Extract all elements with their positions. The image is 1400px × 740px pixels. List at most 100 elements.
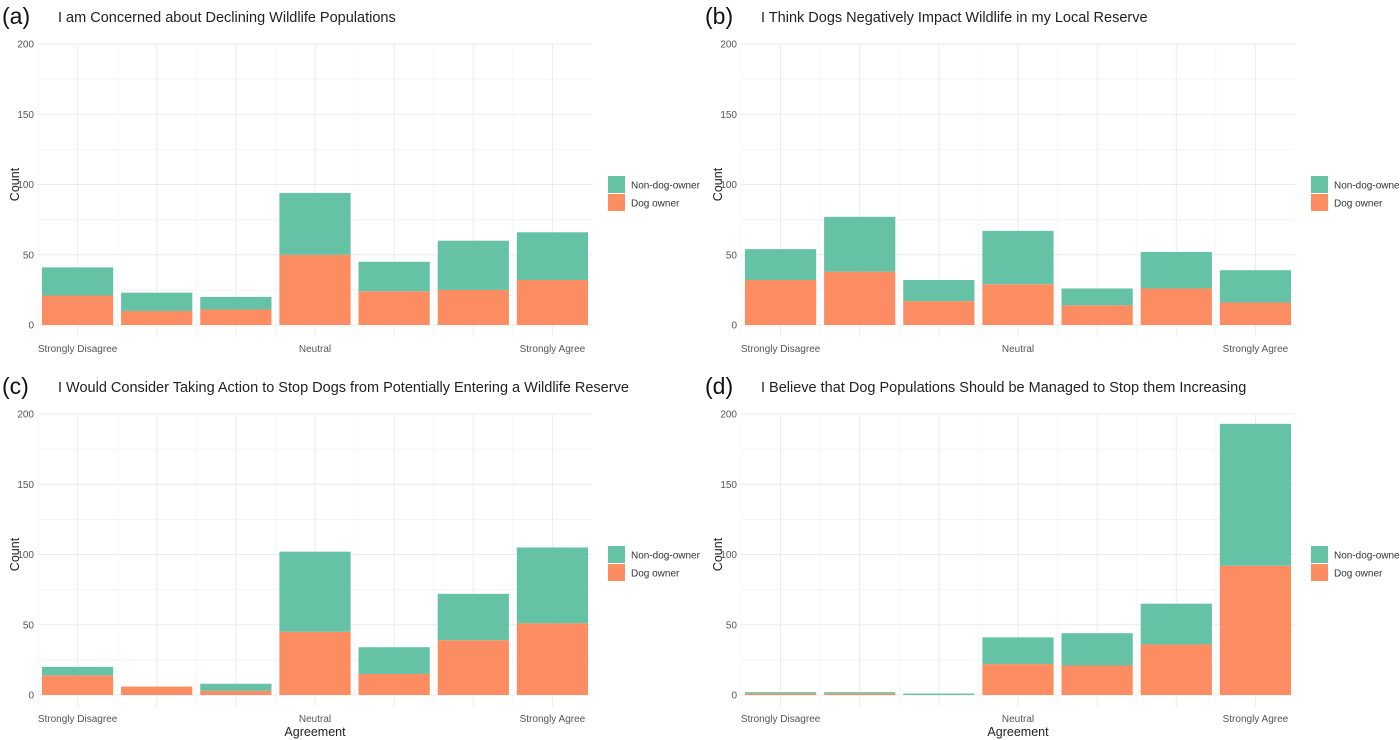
bar-dog-owner [121,686,193,695]
bar-non-dog-owner [437,593,509,641]
x-tick-label: Strongly Disagree [38,714,118,725]
bar-dog-owner [437,289,509,325]
bar-non-dog-owner [41,666,114,676]
bar-dog-owner [200,309,272,325]
legend: Non-dog-owner Dog owner [608,546,700,581]
bar-dog-owner [982,664,1054,695]
bar-non-dog-owner [279,192,351,255]
chart-title-b: I Think Dogs Negatively Impact Wildlife … [761,10,1148,26]
y-tick-label: 100 [720,550,737,561]
x-tick-label: Strongly Disagree [38,344,118,355]
bar-non-dog-owner [516,547,589,624]
bar-dog-owner [1140,288,1212,325]
bar-non-dog-owner [982,637,1054,665]
y-tick-label: 50 [726,250,738,261]
bar-non-dog-owner [982,230,1054,285]
bar-non-dog-owner [744,692,817,694]
y-axis-title: Count [711,167,725,201]
panel-d: (d) I Believe that Dog Populations Should… [703,370,1400,740]
panel-letter-a: (a) [2,3,30,29]
bar-non-dog-owner [1061,288,1133,306]
legend: Non-dog-owner Dog owner [608,176,700,211]
bar-dog-owner [824,271,896,325]
bar-dog-owner [982,284,1054,325]
bar-non-dog-owner [41,267,114,296]
legend-swatch [608,194,625,211]
y-axis-title: Count [8,167,22,201]
legend: Non-dog-owner Dog owner [1311,176,1400,211]
legend-swatch [1311,176,1328,193]
chart-c: (c) I Would Consider Taking Action to Sto… [2,373,700,739]
y-tick-label: 0 [28,691,34,702]
chart-a: (a) I am Concerned about Declining Wildli… [2,3,700,355]
bar-dog-owner [516,280,589,325]
x-tick-label: Strongly Agree [520,714,586,725]
bar-non-dog-owner [903,693,975,695]
panel-letter-c: (c) [2,373,29,399]
x-tick-label: Strongly Agree [520,344,586,355]
legend-label: Dog owner [1334,569,1383,580]
y-tick-label: 100 [17,180,34,191]
x-tick-label: Neutral [1002,714,1034,725]
bar-non-dog-owner [121,292,193,311]
bar-dog-owner [121,310,193,325]
x-tick-label: Strongly Disagree [741,714,821,725]
bar-dog-owner [1219,565,1292,695]
y-tick-label: 150 [17,480,34,491]
chart-d: (d) I Believe that Dog Populations Should… [705,373,1400,739]
panel-letter-b: (b) [705,3,733,29]
legend-swatch [1311,546,1328,563]
x-tick-label: Neutral [1002,344,1034,355]
panel-a: (a) I am Concerned about Declining Wildli… [0,0,700,370]
y-tick-label: 0 [731,691,737,702]
y-tick-label: 50 [23,250,35,261]
legend-swatch [608,546,625,563]
x-tick-label: Strongly Agree [1223,714,1289,725]
bar-dog-owner [903,301,975,325]
x-axis-title: Agreement [284,725,346,739]
bar-non-dog-owner [200,683,272,691]
bar-non-dog-owner [744,249,817,281]
legend-label: Dog owner [1334,199,1383,210]
panel-c: (c) I Would Consider Taking Action to Sto… [0,370,700,740]
legend-label: Dog owner [631,199,680,210]
x-tick-label: Neutral [299,344,331,355]
bar-non-dog-owner [279,551,351,632]
y-tick-label: 100 [720,180,737,191]
y-tick-label: 200 [17,40,34,51]
y-tick-label: 50 [23,620,35,631]
y-tick-label: 150 [17,110,34,121]
legend-swatch [608,564,625,581]
legend-swatch [1311,564,1328,581]
legend-label: Non-dog-owner [631,181,700,192]
bar-dog-owner [358,291,430,325]
panel-b: (b) I Think Dogs Negatively Impact Wildli… [703,0,1400,370]
chart-title-c: I Would Consider Taking Action to Stop D… [58,380,629,396]
y-tick-label: 200 [17,410,34,421]
legend-swatch [1311,194,1328,211]
y-tick-label: 50 [726,620,738,631]
bar-dog-owner [41,295,114,325]
x-tick-label: Strongly Agree [1223,344,1289,355]
y-tick-label: 200 [720,410,737,421]
x-tick-label: Strongly Disagree [741,344,821,355]
chart-b: (b) I Think Dogs Negatively Impact Wildli… [705,3,1400,355]
y-tick-label: 100 [17,550,34,561]
bar-non-dog-owner [1140,603,1212,645]
bar-non-dog-owner [358,261,430,292]
bar-dog-owner [1061,665,1133,695]
panel-letter-d: (d) [705,373,733,399]
bar-dog-owner [1219,302,1292,325]
bar-non-dog-owner [437,240,509,290]
bar-dog-owner [200,690,272,695]
bar-non-dog-owner [824,692,896,694]
legend-label: Non-dog-owner [1334,181,1400,192]
bar-non-dog-owner [358,647,430,674]
y-tick-label: 0 [28,321,34,332]
legend-label: Non-dog-owner [631,551,700,562]
x-axis-title: Agreement [987,725,1049,739]
chart-title-a: I am Concerned about Declining Wildlife … [58,10,396,26]
bar-dog-owner [358,673,430,695]
y-axis-title: Count [711,537,725,571]
bar-non-dog-owner [200,296,272,310]
